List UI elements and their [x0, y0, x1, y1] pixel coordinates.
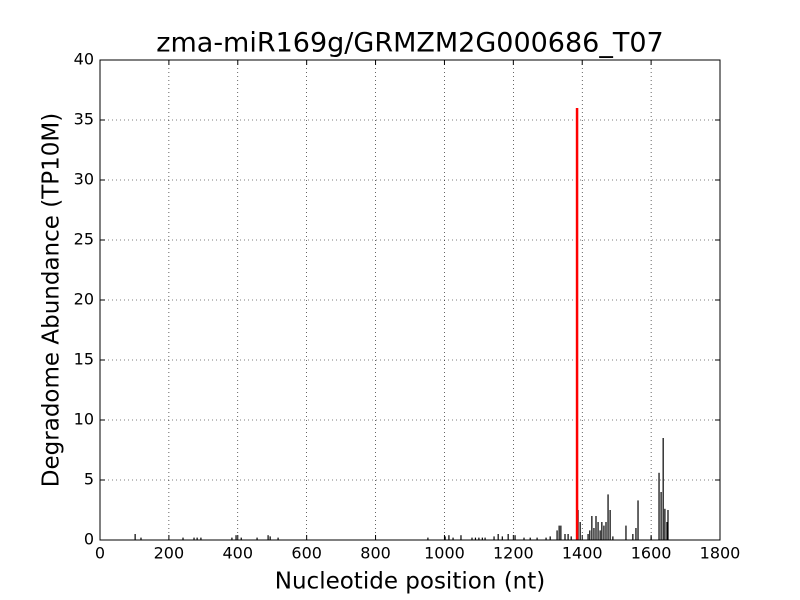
y-tick-label: 0: [84, 530, 94, 549]
x-tick-label: 1400: [562, 544, 603, 563]
y-axis-label: Degradome Abundance (TP10M): [39, 113, 65, 487]
y-tick-label: 25: [74, 230, 94, 249]
x-tick-label: 200: [154, 544, 185, 563]
x-tick-label: 400: [223, 544, 254, 563]
x-tick-label: 1000: [424, 544, 465, 563]
x-tick-label: 1600: [631, 544, 672, 563]
x-tick-label: 600: [291, 544, 322, 563]
y-tick-label: 30: [74, 170, 94, 189]
y-tick-label: 20: [74, 290, 94, 309]
x-tick-label: 1200: [493, 544, 534, 563]
y-tick-label: 15: [74, 350, 94, 369]
x-tick-label: 1800: [700, 544, 741, 563]
y-tick-label: 40: [74, 50, 94, 69]
y-tick-label: 35: [74, 110, 94, 129]
plot-frame: [99, 59, 721, 541]
y-tick-label: 10: [74, 410, 94, 429]
y-tick-label: 5: [84, 470, 94, 489]
chart-title: zma-miR169g/GRMZM2G000686_T07: [156, 28, 663, 59]
x-axis-label: Nucleotide position (nt): [275, 569, 545, 595]
x-tick-label: 800: [360, 544, 391, 563]
x-tick-label: 0: [95, 544, 105, 563]
